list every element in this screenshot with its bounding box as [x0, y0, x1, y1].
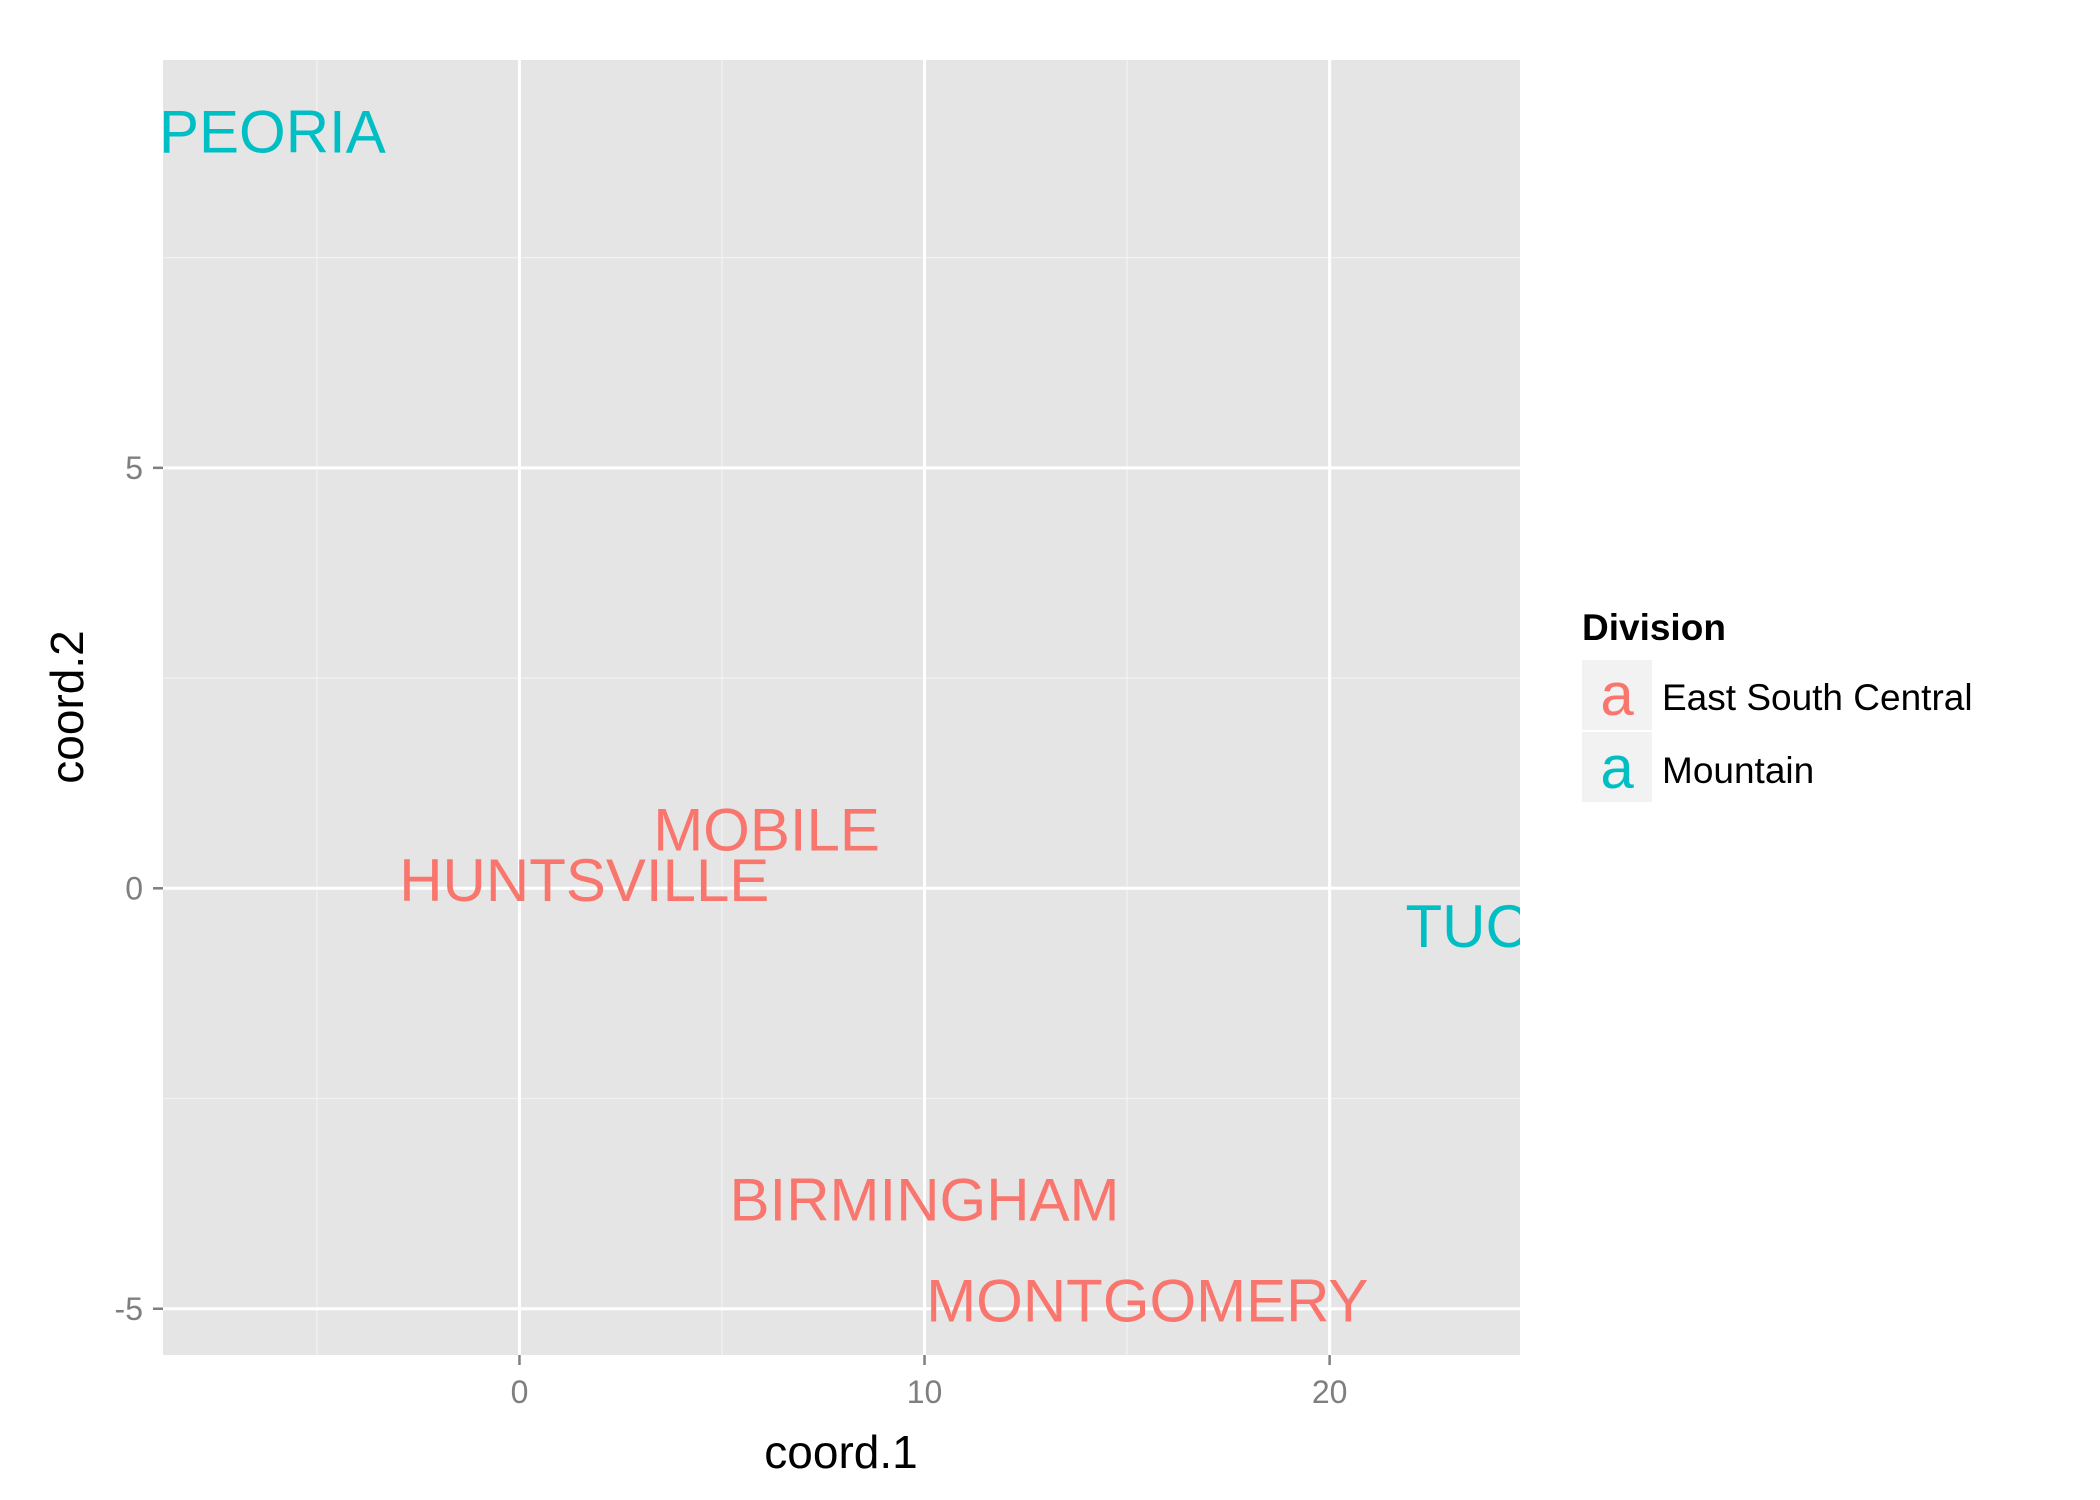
minor-gridlines [163, 60, 1520, 1355]
x-axis-title: coord.1 [764, 1426, 917, 1478]
legend-title: Division [1582, 607, 1726, 648]
axis-tick-labels: 0 10 20 -5 0 5 [115, 450, 1348, 1410]
point-label-peoria: PEORIA [159, 98, 386, 165]
point-label-huntsville: HUNTSVILLE [399, 847, 769, 914]
y-tick-label: 5 [125, 450, 143, 486]
legend-key-east-south-central [1582, 660, 1652, 730]
y-tick-label: 0 [125, 870, 143, 906]
legend-key-mountain [1582, 732, 1652, 802]
legend-label-mountain: Mountain [1662, 750, 1814, 791]
point-label-tucson: TUCSON [1405, 893, 1658, 960]
legend-key-glyph-east-south-central: a [1600, 661, 1634, 728]
legend: Division a East South Central a Mountain [1582, 607, 1973, 802]
y-tick-label: -5 [115, 1291, 143, 1327]
point-label-birmingham: BIRMINGHAM [730, 1166, 1120, 1233]
y-axis-title: coord.2 [41, 630, 93, 783]
plot-panel [163, 60, 1520, 1355]
x-tick-label: 0 [511, 1374, 529, 1410]
legend-label-east-south-central: East South Central [1662, 677, 1973, 718]
x-tick-label: 20 [1312, 1374, 1348, 1410]
legend-key-glyph-mountain: a [1600, 734, 1634, 801]
point-label-mobile: MOBILE [653, 796, 880, 863]
major-gridlines [163, 60, 1520, 1355]
x-tick-label: 10 [907, 1374, 943, 1410]
point-label-montgomery: MONTGOMERY [926, 1267, 1368, 1334]
axis-ticks [153, 466, 1331, 1365]
